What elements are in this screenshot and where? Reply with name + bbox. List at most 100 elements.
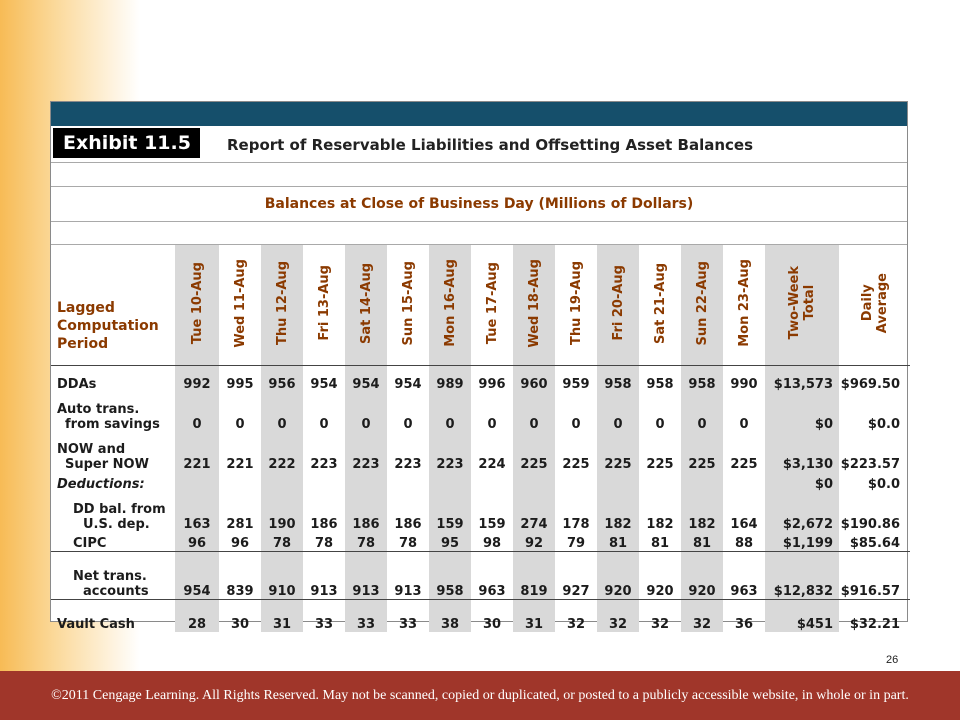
total-cell: $3,130	[765, 431, 839, 472]
value-cell: 958	[646, 376, 674, 392]
value-cell: 0	[597, 391, 639, 432]
value-cell	[471, 472, 513, 492]
day-column-header: Wed 18-Aug	[513, 245, 555, 366]
day-column-header: Fri 13-Aug	[316, 265, 332, 341]
row-label: Deductions:	[57, 476, 145, 492]
value-cell: 186	[345, 491, 387, 532]
value-cell: 81	[681, 531, 723, 552]
value-cell: 225	[597, 431, 639, 472]
value-cell: 78	[345, 531, 387, 552]
value-cell: 223	[394, 456, 422, 472]
value-cell	[597, 471, 639, 492]
value-cell: 958	[681, 365, 723, 392]
value-cell: 223	[310, 456, 338, 472]
value-cell: 33	[345, 599, 387, 632]
value-cell: 221	[175, 431, 219, 472]
value-cell	[513, 471, 555, 492]
day-column-header: Fri 20-Aug	[597, 245, 639, 366]
value-cell: 0	[487, 416, 497, 432]
value-cell: 32	[681, 599, 723, 632]
value-cell	[639, 472, 681, 492]
value-cell: 31	[513, 599, 555, 632]
divider	[51, 186, 907, 187]
value-cell: 996	[478, 376, 506, 392]
value-cell: 225	[646, 456, 674, 472]
table-row: DD bal. from U.S. dep. 163 281 190 186 186 186 1…	[51, 491, 910, 532]
row-label: Auto trans. from savings	[57, 401, 160, 432]
row-label: NOW and Super NOW	[57, 441, 149, 472]
total-cell: $0	[765, 471, 839, 492]
two-week-total-header: Two-Week Total	[765, 245, 839, 366]
value-cell: 36	[734, 616, 754, 632]
day-column-header: Thu 12-Aug	[261, 245, 303, 366]
value-cell	[387, 472, 429, 492]
value-cell: 95	[429, 531, 471, 552]
row-label: Net trans. accounts	[73, 569, 149, 599]
value-cell: 0	[513, 391, 555, 432]
value-cell: 164	[730, 516, 758, 532]
value-cell: 178	[562, 516, 590, 532]
average-cell: $32.21	[849, 616, 900, 632]
value-cell	[723, 472, 765, 492]
value-cell: 0	[261, 391, 303, 432]
value-cell: 0	[319, 416, 329, 432]
copyright-footer: ©2011 Cengage Learning. All Rights Reser…	[0, 671, 960, 720]
value-cell: 30	[230, 616, 250, 632]
day-column-header: Thu 19-Aug	[568, 260, 584, 345]
total-cell: $12,832	[765, 551, 839, 600]
table-row: NOW and Super NOW 221 221 222 223 223 223 223 224…	[51, 431, 910, 472]
total-cell: $13,573	[765, 365, 839, 392]
value-cell: 223	[345, 431, 387, 472]
period-header: Lagged Computation Period	[57, 300, 159, 352]
value-cell: 959	[562, 376, 590, 392]
total-cell: $451	[765, 599, 839, 632]
balances-table: Lagged Computation Period Tue 10-Aug Wed 11…	[51, 245, 910, 632]
value-cell: 963	[730, 584, 758, 599]
value-cell: 913	[345, 551, 387, 600]
value-cell: 956	[261, 365, 303, 392]
day-column-header: Sat 21-Aug	[652, 262, 668, 344]
value-cell: 186	[310, 516, 338, 532]
value-cell: 223	[429, 431, 471, 472]
day-column-header: Wed 11-Aug	[232, 258, 248, 348]
value-cell: 32	[566, 616, 586, 632]
day-column-header: Tue 17-Aug	[484, 261, 500, 345]
value-cell: 0	[235, 416, 245, 432]
value-cell: 31	[261, 599, 303, 632]
value-cell: 910	[261, 551, 303, 600]
value-cell: 32	[650, 616, 670, 632]
value-cell: 995	[226, 376, 254, 392]
exhibit-top-bar	[51, 102, 907, 126]
value-cell: 98	[482, 536, 502, 551]
average-cell: $85.64	[849, 536, 900, 551]
value-cell: 0	[175, 391, 219, 432]
value-cell: 225	[513, 431, 555, 472]
value-cell: 182	[597, 491, 639, 532]
value-cell: 81	[650, 536, 670, 551]
value-cell	[175, 471, 219, 492]
day-column-header: Sun 22-Aug	[681, 245, 723, 366]
value-cell: 839	[226, 584, 254, 599]
value-cell: 954	[345, 365, 387, 392]
value-cell: 92	[513, 531, 555, 552]
value-cell: 222	[261, 431, 303, 472]
average-cell: $916.57	[840, 584, 900, 599]
divider	[51, 244, 907, 245]
value-cell: 38	[429, 599, 471, 632]
value-cell: 224	[478, 456, 506, 472]
value-cell: 0	[571, 416, 581, 432]
table-header-row: Lagged Computation Period Tue 10-Aug Wed 11…	[51, 245, 910, 366]
average-cell: $190.86	[840, 516, 900, 532]
value-cell: 81	[597, 531, 639, 552]
value-cell: 182	[681, 491, 723, 532]
value-cell: 190	[261, 491, 303, 532]
value-cell: 0	[681, 391, 723, 432]
value-cell: 32	[597, 599, 639, 632]
table-row: Vault Cash 28 30 31 33 33 33 38 30 31 32 32 32 32 36 $4…	[51, 599, 910, 632]
table-body: DDAs 992 995 956 954 954 954 989 996 960 959 958 958…	[51, 365, 910, 632]
table-row: Deductions: $0 $0.0	[51, 471, 910, 492]
value-cell: 0	[345, 391, 387, 432]
day-column-header: Sat 14-Aug	[345, 245, 387, 366]
average-cell: $0.0	[867, 416, 900, 432]
daily-average-header: Daily Average	[859, 272, 890, 334]
